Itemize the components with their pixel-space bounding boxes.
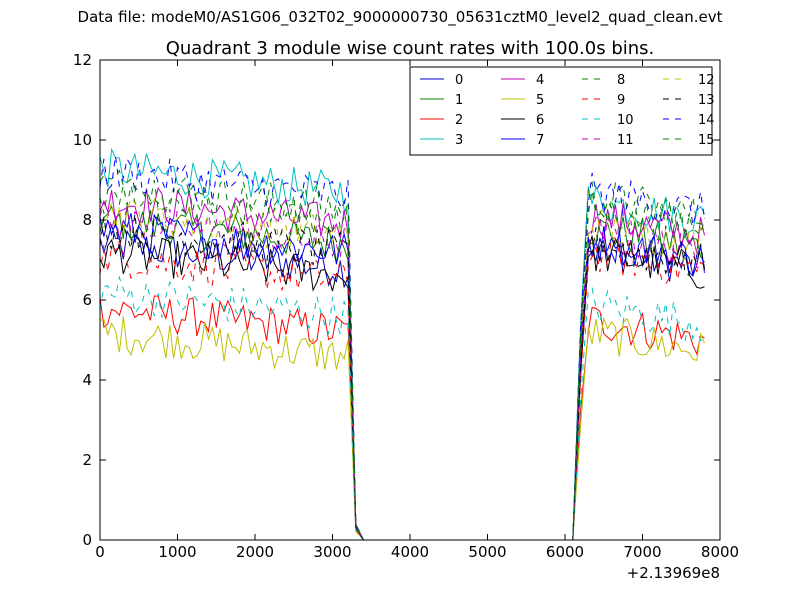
series-line-12	[99, 197, 705, 541]
y-tick-label: 12	[73, 51, 92, 69]
y-tick-label: 4	[82, 371, 92, 389]
legend-label-4: 4	[536, 73, 544, 88]
x-tick-label: 2000	[236, 543, 274, 561]
x-tick-label: 0	[95, 543, 105, 561]
x-tick-label: 1000	[158, 543, 196, 561]
legend-frame	[409, 66, 713, 156]
legend-label-10: 10	[617, 113, 634, 128]
legend-label-6: 6	[536, 113, 544, 128]
y-tick-label: 6	[82, 291, 92, 309]
file-header: Data file: modeM0/AS1G06_032T02_90000007…	[77, 8, 723, 26]
series-line-9	[99, 236, 705, 541]
series-line-8	[99, 169, 705, 541]
series-line-10	[99, 275, 705, 541]
legend-label-13: 13	[698, 93, 715, 108]
legend-label-15: 15	[698, 133, 715, 148]
x-tick-label: 7000	[623, 543, 661, 561]
series-line-3	[99, 147, 705, 541]
y-tick-label: 2	[82, 451, 92, 469]
legend-label-7: 7	[536, 133, 544, 148]
x-tick-label: 6000	[546, 543, 584, 561]
y-tick-label: 8	[82, 211, 92, 229]
legend-label-12: 12	[698, 73, 715, 88]
series-line-6	[99, 234, 705, 541]
legend-label-2: 2	[455, 113, 463, 128]
series-line-0	[99, 223, 705, 541]
series-line-4	[99, 186, 705, 541]
chart-title: Quadrant 3 module wise count rates with …	[166, 38, 655, 59]
x-offset-label: +2.13969e8	[627, 564, 720, 582]
series-line-5	[99, 316, 705, 541]
legend-label-11: 11	[617, 133, 634, 148]
legend-label-1: 1	[455, 93, 463, 108]
legend-label-8: 8	[617, 73, 625, 88]
series-line-7	[99, 213, 705, 541]
legend-label-14: 14	[698, 113, 715, 128]
y-tick-label: 0	[82, 531, 92, 549]
series-layer	[99, 147, 705, 541]
y-tick-label: 10	[73, 131, 92, 149]
legend-label-5: 5	[536, 93, 544, 108]
x-tick-label: 5000	[468, 543, 506, 561]
x-tick-label: 4000	[391, 543, 429, 561]
series-line-11	[99, 200, 705, 541]
series-line-15	[99, 178, 705, 541]
series-line-2	[99, 295, 705, 541]
series-line-13	[99, 213, 705, 541]
legend-label-9: 9	[617, 93, 625, 108]
legend-label-3: 3	[455, 133, 463, 148]
tick-layer: 0 1000 2000 3000 4000 5000 6000 7000 80000246810…	[73, 51, 739, 561]
x-tick-label: 8000	[701, 543, 739, 561]
x-tick-label: 3000	[313, 543, 351, 561]
series-line-1	[99, 205, 705, 541]
legend-label-0: 0	[455, 73, 463, 88]
